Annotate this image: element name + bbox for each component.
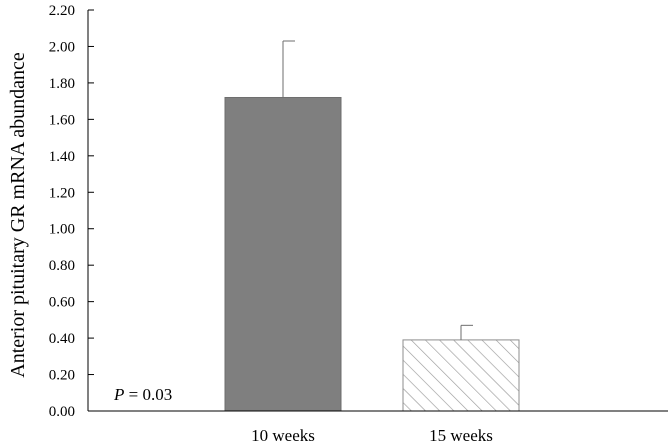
y-tick-label: 0.20: [49, 368, 75, 384]
y-tick-label: 1.80: [49, 76, 75, 92]
bars: [224, 96, 520, 412]
bar-10-weeks: [224, 96, 342, 412]
x-category-label: 15 weeks: [429, 426, 493, 445]
y-tick-label: 0.40: [49, 331, 75, 347]
p-value-text: = 0.03: [124, 385, 172, 404]
error-bars: [282, 40, 473, 340]
y-tick-label: 0.80: [49, 258, 75, 274]
bar-15-weeks: [402, 339, 520, 412]
y-tick-label: 0.00: [49, 404, 75, 420]
p-value-letter: P: [113, 385, 124, 404]
y-tick-label: 0.60: [49, 295, 75, 311]
y-axis-label: Anterior pituitary GR mRNA abundance: [7, 52, 29, 378]
x-category-label: 10 weeks: [251, 426, 315, 445]
y-axis-ticks: 0.00 0.20 0.40 0.60 0.80 1.00 1.20 1.40 1.60 1.80…: [49, 3, 94, 420]
y-tick-label: 1.40: [49, 149, 75, 165]
y-tick-label: 1.00: [49, 222, 75, 238]
y-tick-label: 1.20: [49, 185, 75, 201]
x-axis-labels: 10 weeks 15 weeks: [251, 426, 493, 445]
y-tick-label: 2.20: [49, 3, 75, 19]
p-value-annotation: P = 0.03: [113, 385, 172, 404]
y-tick-label: 2.00: [49, 39, 75, 55]
y-tick-label: 1.60: [49, 112, 75, 128]
